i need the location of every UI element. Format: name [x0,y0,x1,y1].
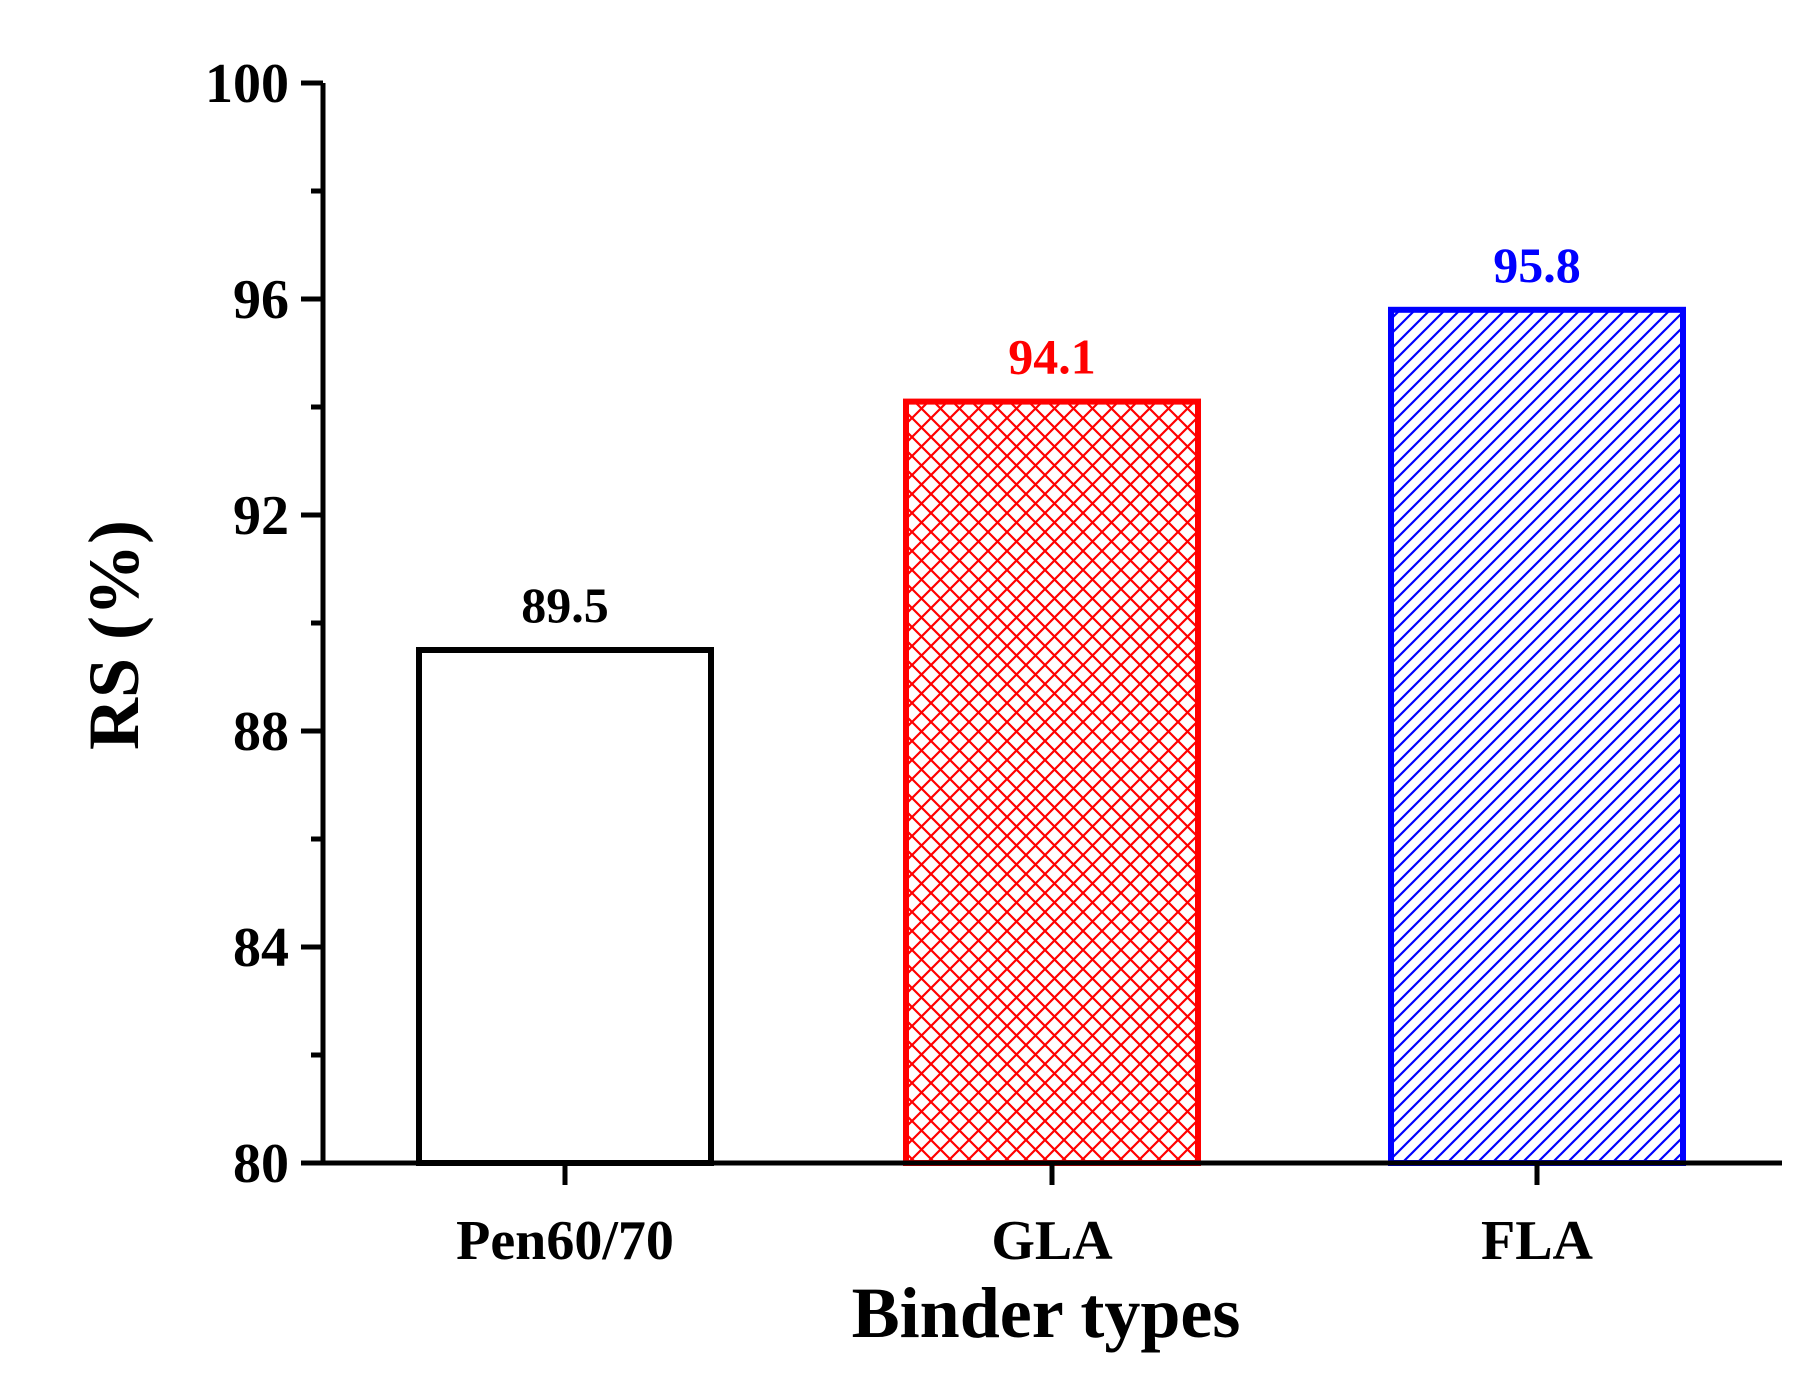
x-tick-label: FLA [1481,1210,1594,1272]
y-tick-label: 92 [233,485,289,547]
x-ticks-layer: Pen60/70 GLA FLA [456,1163,1594,1272]
bars-layer [416,306,1686,1167]
bar-value-label: 95.8 [1493,237,1581,293]
y-tick-label: 84 [233,917,289,979]
y-tick-label: 96 [233,269,289,331]
value-labels-layer: 89.5 94.1 95.8 [521,237,1581,633]
bar-pen60-70 [416,647,714,1166]
x-tick-label: Pen60/70 [456,1210,674,1272]
bar-fla [1388,306,1686,1166]
y-axis-title: RS (%) [74,520,154,750]
y-tick-label: 100 [205,53,289,115]
y-tick-label: 88 [233,701,289,763]
bar-gla [903,398,1201,1167]
y-ticks-layer: 80 84 88 92 96 100 [205,53,323,1195]
x-axis-title: Binder types [852,1273,1241,1353]
y-tick-label: 80 [233,1133,289,1195]
bar-value-label: 89.5 [521,577,609,633]
x-tick-label: GLA [991,1210,1113,1272]
bar-value-label: 94.1 [1008,329,1096,385]
